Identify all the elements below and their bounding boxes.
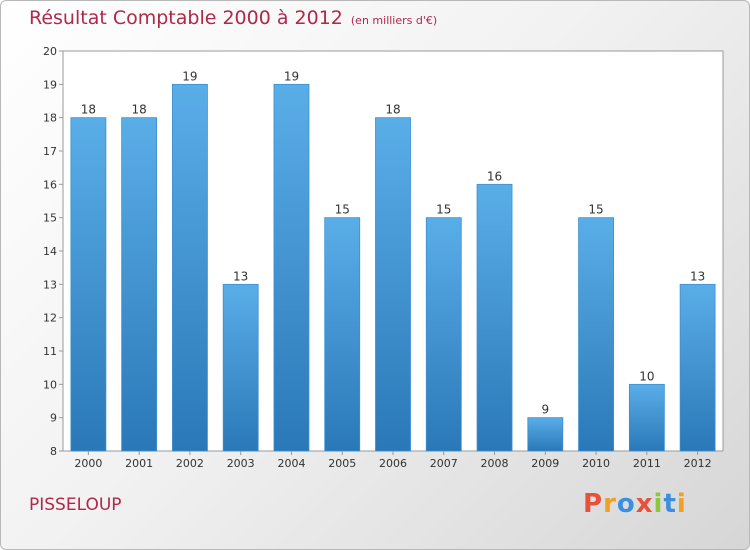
bar-2005	[324, 217, 361, 452]
data-label-2000: 18	[81, 103, 96, 117]
bar-2011	[628, 383, 665, 452]
y-tick-label-20: 20	[43, 45, 57, 58]
x-tick-label-2005: 2005	[328, 457, 356, 470]
x-tick-label-2000: 2000	[74, 457, 102, 470]
bar-2009	[527, 417, 564, 452]
data-label-2010: 15	[588, 203, 603, 217]
x-tick-label-2004: 2004	[277, 457, 305, 470]
y-tick-label-9: 9	[50, 412, 57, 425]
x-tick-label-2008: 2008	[481, 457, 509, 470]
bar-2008	[476, 183, 513, 452]
x-tick-label-2006: 2006	[379, 457, 407, 470]
y-tick-label-17: 17	[43, 145, 57, 158]
data-label-2001: 18	[132, 103, 147, 117]
y-tick-label-10: 10	[43, 378, 57, 391]
x-tick-label-2010: 2010	[582, 457, 610, 470]
logo-letter: x	[635, 489, 654, 519]
x-tick-label-2009: 2009	[531, 457, 559, 470]
y-tick-label-15: 15	[43, 212, 57, 225]
x-tick-label-2011: 2011	[633, 457, 661, 470]
logo-letter: t	[663, 489, 677, 519]
logo-letter: o	[616, 489, 636, 519]
x-tick-label-2002: 2002	[176, 457, 204, 470]
bar-2002	[172, 83, 208, 452]
y-tick-label-14: 14	[43, 245, 57, 258]
y-tick-label-19: 19	[43, 78, 57, 91]
y-tick-label-18: 18	[43, 112, 57, 125]
y-tick-label-13: 13	[43, 278, 57, 291]
data-label-2002: 19	[182, 69, 197, 83]
bar-2010	[578, 217, 614, 452]
chart-title: Résultat Comptable 2000 à 2012 (en millie…	[29, 7, 437, 29]
y-tick-label-11: 11	[43, 345, 57, 358]
data-label-2006: 18	[385, 103, 400, 117]
data-label-2012: 13	[690, 269, 705, 283]
data-label-2009: 9	[541, 403, 549, 417]
proxiti-logo: Proxiti	[583, 489, 687, 519]
data-label-2011: 10	[639, 369, 654, 383]
data-label-2005: 15	[335, 203, 350, 217]
logo-letter: r	[603, 489, 617, 519]
y-tick-label-8: 8	[50, 445, 57, 458]
data-label-2003: 13	[233, 269, 248, 283]
logo-letter: P	[583, 489, 604, 519]
bar-2004	[273, 83, 310, 452]
bar-2000	[70, 117, 107, 452]
x-tick-label-2001: 2001	[125, 457, 153, 470]
x-tick-label-2012: 2012	[684, 457, 712, 470]
y-tick-label-12: 12	[43, 312, 57, 325]
logo-letter: i	[676, 489, 687, 519]
bar-2003	[222, 283, 259, 452]
x-tick-label-2003: 2003	[227, 457, 255, 470]
bar-2012	[679, 283, 716, 452]
bar-2007	[425, 217, 462, 452]
bar-2001	[121, 117, 158, 452]
bar-2006	[375, 117, 411, 452]
x-tick-label-2007: 2007	[430, 457, 458, 470]
commune-name: PISSELOUP	[29, 495, 122, 515]
y-tick-label-16: 16	[43, 178, 57, 191]
data-label-2008: 16	[487, 169, 502, 183]
data-label-2004: 19	[284, 69, 299, 83]
chart-unit: (en milliers d'€)	[350, 14, 438, 27]
data-label-2007: 15	[436, 203, 451, 217]
logo-letter: i	[653, 489, 664, 519]
chart-title-text: Résultat Comptable 2000 à 2012	[29, 7, 343, 29]
